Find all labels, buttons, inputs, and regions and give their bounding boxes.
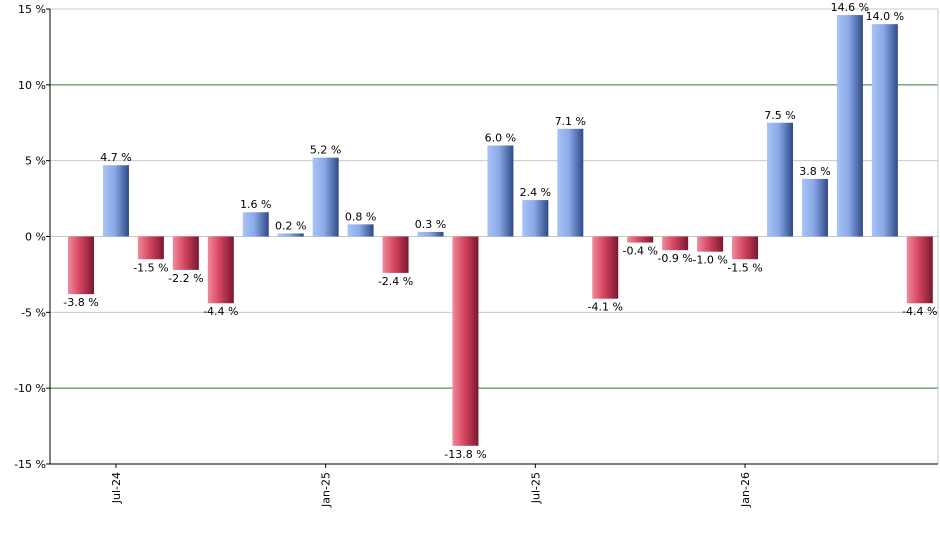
- bar-value-label: 7.1 %: [555, 115, 586, 128]
- bar-value-label: -2.2 %: [168, 272, 203, 285]
- bar: [172, 236, 199, 270]
- bar-value-label: 0.3 %: [415, 218, 446, 231]
- bar: [767, 122, 793, 237]
- bar: [382, 236, 409, 273]
- bar: [417, 231, 444, 237]
- bar-value-label: -4.4 %: [203, 305, 238, 318]
- bar: [801, 178, 828, 237]
- y-tick-label: 5 %: [25, 155, 46, 168]
- bar-value-label: -4.1 %: [588, 301, 623, 314]
- bar: [277, 233, 304, 237]
- bar: [662, 236, 689, 251]
- bar: [102, 165, 129, 237]
- y-tick-label: 15 %: [18, 3, 46, 16]
- x-tick-label: Jul-24: [110, 472, 123, 504]
- bar-value-label: 4.7 %: [100, 151, 131, 164]
- bar: [906, 236, 933, 304]
- y-tick-label: 0 %: [25, 231, 46, 244]
- bar-value-label: 2.4 %: [520, 186, 551, 199]
- bar: [347, 224, 374, 237]
- x-tick-label: Jan-25: [320, 472, 333, 508]
- bar-value-label: 6.0 %: [485, 132, 516, 145]
- axes: 15 % 10 % 5 % 0 % -5 % -10 % -15 % Jul-24 Jan-25…: [14, 3, 938, 508]
- x-tick-label: Jul-25: [529, 472, 542, 504]
- x-tick-label: Jan-26: [739, 472, 752, 508]
- bar-value-label: 3.8 %: [799, 165, 830, 178]
- data-labels: -3.8 %4.7 %-1.5 %-2.2 %-4.4 %1.6 %0.2 %5…: [63, 1, 937, 461]
- bar-value-label: -2.4 %: [378, 275, 413, 288]
- bar: [452, 236, 479, 446]
- y-tick-label: -10 %: [14, 382, 46, 395]
- bar-value-label: -4.4 %: [902, 305, 937, 318]
- bar: [627, 236, 654, 243]
- bar-value-label: 14.0 %: [866, 10, 904, 23]
- bar-value-label: -1.5 %: [133, 261, 168, 274]
- bar-value-label: 14.6 %: [831, 1, 869, 14]
- bar: [732, 236, 759, 260]
- bar-value-label: 5.2 %: [310, 144, 341, 157]
- bar: [242, 212, 269, 237]
- y-tick-label: -15 %: [14, 458, 46, 471]
- bar-value-label: -13.8 %: [444, 448, 486, 461]
- bar: [207, 236, 234, 304]
- bar-value-label: 1.6 %: [240, 198, 271, 211]
- y-tick-label: -5 %: [21, 306, 46, 319]
- bar: [697, 236, 724, 252]
- bar: [557, 128, 584, 237]
- bar: [592, 236, 619, 299]
- bar: [871, 24, 898, 237]
- bar-value-label: -0.4 %: [622, 245, 657, 258]
- bar-value-label: 0.8 %: [345, 210, 376, 223]
- bar: [836, 15, 863, 237]
- bar: [487, 145, 514, 237]
- bars: [68, 15, 933, 446]
- bar-value-label: -1.0 %: [692, 254, 727, 267]
- bar: [312, 157, 339, 237]
- bar: [68, 236, 94, 295]
- y-tick-label: 10 %: [18, 79, 46, 92]
- bar-value-label: -1.5 %: [727, 261, 762, 274]
- bar: [522, 200, 549, 237]
- bar-value-label: 0.2 %: [275, 219, 306, 232]
- bar-value-label: 7.5 %: [764, 109, 795, 122]
- bar: [137, 236, 164, 260]
- bar-value-label: -0.9 %: [657, 252, 692, 265]
- bar-value-label: -3.8 %: [63, 296, 98, 309]
